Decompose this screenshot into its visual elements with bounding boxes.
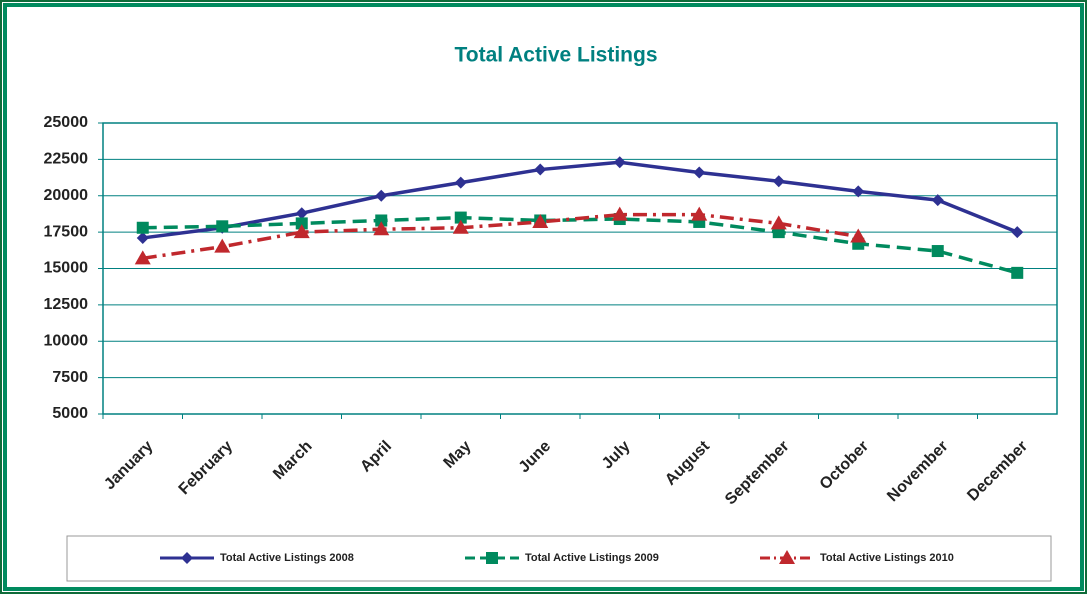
series-line [142,212,859,261]
marker [611,206,628,221]
marker [181,552,193,564]
marker [373,221,390,236]
marker [216,220,229,233]
marker [772,175,785,188]
y-tick-label: 12500 [44,296,89,313]
marker [691,206,708,221]
marker [770,215,787,230]
marker [454,211,467,224]
marker [136,231,149,244]
y-tick-label: 20000 [44,187,89,204]
legend-item: Total Active Listings 2008 [160,552,354,564]
marker [375,189,388,202]
y-tick-label: 25000 [44,114,89,131]
y-tick-label: 10000 [44,332,89,349]
marker [454,176,467,189]
y-tick-label: 22500 [44,151,89,168]
marker [452,219,469,234]
marker [134,250,151,265]
marker [1011,266,1024,279]
marker [931,245,944,258]
y-tick-label: 5000 [52,405,88,422]
marker [852,185,865,198]
marker [1011,226,1024,239]
marker [534,163,547,176]
marker [375,214,388,227]
y-tick-label: 15000 [44,260,89,277]
marker [779,550,795,564]
y-tick-label: 7500 [52,369,88,386]
marker [931,194,944,207]
legend-label: Total Active Listings 2010 [820,552,954,564]
marker [214,238,231,253]
marker [293,224,310,239]
marker [532,213,549,228]
marker [486,552,498,564]
legend-label: Total Active Listings 2009 [525,552,659,564]
marker [136,221,149,234]
legend-item: Total Active Listings 2010 [760,550,954,564]
marker [850,228,867,243]
marker [693,166,706,179]
marker [295,217,308,230]
legend-label: Total Active Listings 2008 [220,552,354,564]
legend-item: Total Active Listings 2009 [465,552,659,564]
marker [295,207,308,220]
legend-box [66,535,1052,582]
series-line [142,160,1018,240]
marker [613,156,626,169]
chart-title: Total Active Listings [454,44,657,67]
y-tick-label: 17500 [44,223,89,240]
